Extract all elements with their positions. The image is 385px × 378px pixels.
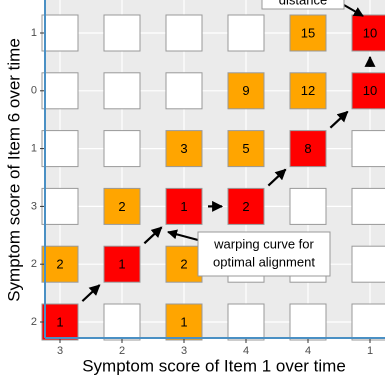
- y-tick-label: 2: [31, 258, 37, 270]
- cell: [103, 187, 141, 225]
- cell: [41, 187, 79, 225]
- annotation-text: distance: [279, 0, 327, 7]
- cell: [289, 130, 327, 168]
- cell: [103, 14, 141, 52]
- cell: [41, 72, 79, 110]
- cell-label: 12: [301, 83, 315, 98]
- cell: [103, 130, 141, 168]
- cell: [165, 130, 203, 168]
- cell: [165, 72, 203, 110]
- y-axis-title: Symptom score of Item 6 over time: [4, 38, 23, 302]
- cell: [351, 14, 385, 52]
- x-tick-label: 3: [57, 345, 63, 357]
- x-axis-title: Symptom score of Item 1 over time: [82, 356, 346, 375]
- cell: [351, 72, 385, 110]
- cell: [103, 72, 141, 110]
- x-tick-label: 1: [367, 345, 373, 357]
- x-tick-label: 2: [119, 345, 125, 357]
- x-tick-label: 4: [243, 345, 249, 357]
- cell: [103, 303, 141, 341]
- cell: [41, 245, 79, 283]
- cell: [41, 303, 79, 341]
- cell: [165, 245, 203, 283]
- x-tick-label: 4: [305, 345, 311, 357]
- y-tick-label: 1: [31, 27, 37, 39]
- cell: [41, 14, 79, 52]
- cell-label: 5: [242, 141, 249, 156]
- annotation-arrow: [343, 4, 364, 17]
- cell: [289, 187, 327, 225]
- annotation-text: warping curve for: [213, 236, 314, 251]
- cell: [41, 130, 79, 168]
- y-tick-label: 3: [31, 200, 37, 212]
- warping-arrow: [81, 284, 101, 302]
- cell-label: 1: [118, 257, 125, 272]
- annotation-text: optimal alignment: [213, 254, 315, 269]
- cell-label: 1: [180, 199, 187, 214]
- cell-label: 2: [180, 257, 187, 272]
- cell-label: 10: [363, 25, 377, 40]
- cell: [289, 14, 327, 52]
- cell: [227, 303, 265, 341]
- cell: [289, 303, 327, 341]
- x-tick-label: 3: [181, 345, 187, 357]
- annotation-box: [197, 231, 331, 277]
- cell: [351, 187, 385, 225]
- y-tick-label: 1: [31, 143, 37, 155]
- cell-label: 10: [363, 83, 377, 98]
- y-tick-label: 0: [31, 85, 37, 97]
- panel: [45, 0, 385, 338]
- cell-label: 2: [118, 199, 125, 214]
- cell-label: 2: [242, 199, 249, 214]
- warping-arrow: [267, 168, 287, 187]
- annotation-box: [261, 0, 345, 10]
- cell: [289, 72, 327, 110]
- cell-label: 1: [56, 314, 63, 329]
- cell: [103, 245, 141, 283]
- cell: [165, 187, 203, 225]
- cell-label: 1: [180, 314, 187, 329]
- cell: [165, 14, 203, 52]
- cell: [351, 303, 385, 341]
- y-tick-label: 2: [31, 316, 37, 328]
- annotation-arrow: [167, 229, 199, 241]
- cell-label: 2: [56, 257, 63, 272]
- cell-label: 9: [242, 83, 249, 98]
- cell: [227, 72, 265, 110]
- cell: [227, 14, 265, 52]
- cell: [351, 245, 385, 283]
- cell: [227, 187, 265, 225]
- warping-arrow: [329, 110, 349, 129]
- cell-label: 8: [304, 141, 311, 156]
- cell-label: 3: [180, 141, 187, 156]
- cell-label: 15: [301, 25, 315, 40]
- warping-arrow: [143, 226, 163, 245]
- cell: [227, 130, 265, 168]
- cell: [351, 130, 385, 168]
